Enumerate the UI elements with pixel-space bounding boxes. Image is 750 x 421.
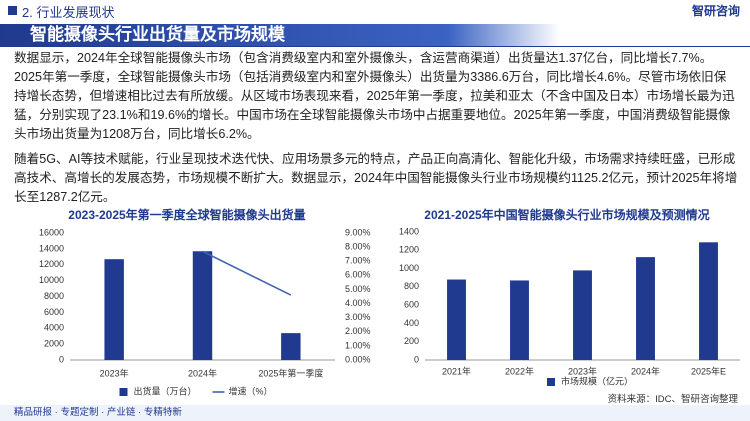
footer: 精品研报 · 专题定制 · 产业链 · 专精特新 [0,405,750,421]
x-tick-label: 2023年 [100,367,129,378]
bar [192,251,213,360]
y2-tick-label: 1.00% [345,340,371,350]
y-tick-label: 1000 [399,263,419,273]
y-tick-label: 1400 [399,226,419,236]
y-tick-label: 12000 [39,259,64,269]
y-tick-label: 8000 [44,291,64,301]
chart-title: 2021-2025年中国智能摄像头行业市场规模及预测情况 [424,208,709,222]
bar [104,259,124,360]
chart-title: 2023-2025年第一季度全球智能摄像头出货量 [68,208,305,222]
x-tick-label: 2025年E [691,365,726,376]
y-tick-label: 16000 [39,227,64,237]
bar [699,242,718,360]
y2-tick-label: 9.00% [345,227,371,237]
y2-tick-label: 4.00% [345,298,371,308]
source: 资料来源：IDC、智研咨询整理 [607,394,738,405]
y-tick-label: 0 [59,354,64,364]
y-tick-label: 1200 [399,245,419,255]
y2-tick-label: 2.00% [345,326,371,336]
y2-tick-label: 6.00% [345,270,371,280]
body-text: 数据显示，2024年全球智能摄像头市场（包含消费级室内和室外摄像头，含运营商渠道… [14,49,738,213]
bar [281,333,301,360]
y-tick-label: 400 [404,318,419,328]
legend-label: 出货量（万台） [134,385,197,396]
x-tick-label: 2025年第一季度 [258,367,323,378]
y-tick-label: 600 [404,300,419,310]
rule [0,46,750,47]
x-tick-label: 2022年 [505,365,534,376]
x-tick-label: 2024年 [188,367,217,378]
line [202,250,292,296]
y-tick-label: 6000 [44,307,64,317]
legend-label: 市场规模（亿元） [561,375,633,386]
x-tick-label: 2023年 [568,365,597,376]
legend-label: 增速（%） [229,385,273,396]
legend-swatch [119,388,128,396]
y2-tick-label: 7.00% [345,256,371,266]
legend-swatch [547,378,555,386]
y-tick-label: 200 [404,336,419,346]
y-tick-label: 14000 [39,243,64,253]
y-tick-label: 10000 [39,275,64,285]
section-label: 2. 行业发展现状 [22,5,115,20]
y-tick-label: 4000 [44,323,64,333]
section-icon [8,6,17,15]
y-tick-label: 0 [414,354,419,364]
chart: 2021-2025年中国智能摄像头行业市场规模及预测情况 0 200 400 600 80… [399,208,740,386]
y2-tick-label: 5.00% [345,284,371,294]
bar [510,280,529,360]
page-title: 智能摄像头行业出货量及市场规模 [30,25,285,44]
y-tick-label: 800 [404,281,419,291]
x-tick-label: 2024年 [631,365,660,376]
chart: 2023-2025年第一季度全球智能摄像头出货量 0 2000 4000 6000 800… [39,208,371,396]
y2-tick-label: 0.00% [345,354,371,364]
y2-tick-label: 8.00% [345,241,371,251]
paragraph: 数据显示，2024年全球智能摄像头市场（包含消费级室内和室外摄像头，含运营商渠道… [14,51,735,141]
logo: 智研咨询 [691,4,740,18]
paragraph: 随着5G、AI等技术赋能，行业呈现技术迭代快、应用场景多元的特点，产品正向高清化… [14,152,738,204]
bar [447,279,466,360]
bar [573,270,592,360]
bar [636,257,655,360]
y2-tick-label: 3.00% [345,312,371,322]
y-tick-label: 2000 [44,339,64,349]
title-bar [0,24,560,46]
x-tick-label: 2021年 [442,365,471,376]
